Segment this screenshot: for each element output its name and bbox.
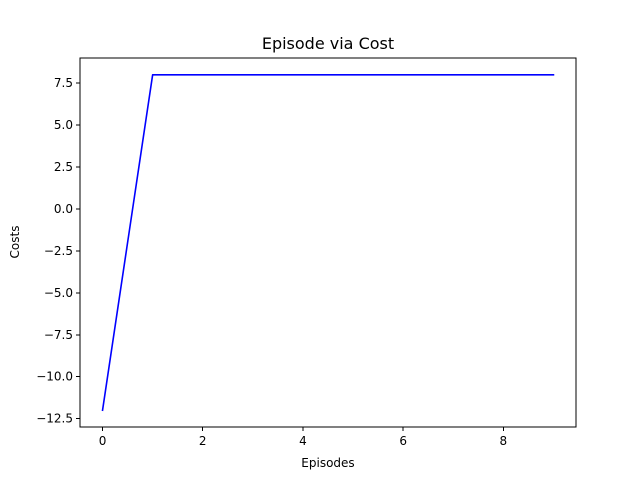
y-axis-label: Costs — [8, 226, 22, 259]
x-tick-label: 4 — [299, 434, 307, 448]
y-axis-ticks: −12.5 −10.0 −7.5 −5.0 −2.5 0.0 2.5 5.0 7.5 — [36, 76, 80, 425]
plot-lines — [103, 75, 554, 410]
x-tick-label: 6 — [399, 434, 407, 448]
series-line-costs — [103, 75, 554, 410]
y-tick-label: −12.5 — [36, 412, 73, 426]
x-tick-label: 2 — [199, 434, 207, 448]
chart-title: Episode via Cost — [262, 34, 394, 53]
x-axis-label: Episodes — [301, 456, 354, 470]
y-tick-label: −2.5 — [44, 244, 73, 258]
y-tick-label: −7.5 — [44, 328, 73, 342]
x-tick-label: 0 — [99, 434, 107, 448]
x-tick-label: 8 — [500, 434, 508, 448]
y-tick-label: −10.0 — [36, 370, 73, 384]
y-tick-label: 0.0 — [54, 202, 73, 216]
y-tick-label: 5.0 — [54, 118, 73, 132]
x-axis-ticks: 0 2 4 6 8 — [99, 427, 507, 448]
plot-frame — [80, 58, 576, 427]
y-tick-label: −5.0 — [44, 286, 73, 300]
y-tick-label: 2.5 — [54, 160, 73, 174]
y-tick-label: 7.5 — [54, 76, 73, 90]
